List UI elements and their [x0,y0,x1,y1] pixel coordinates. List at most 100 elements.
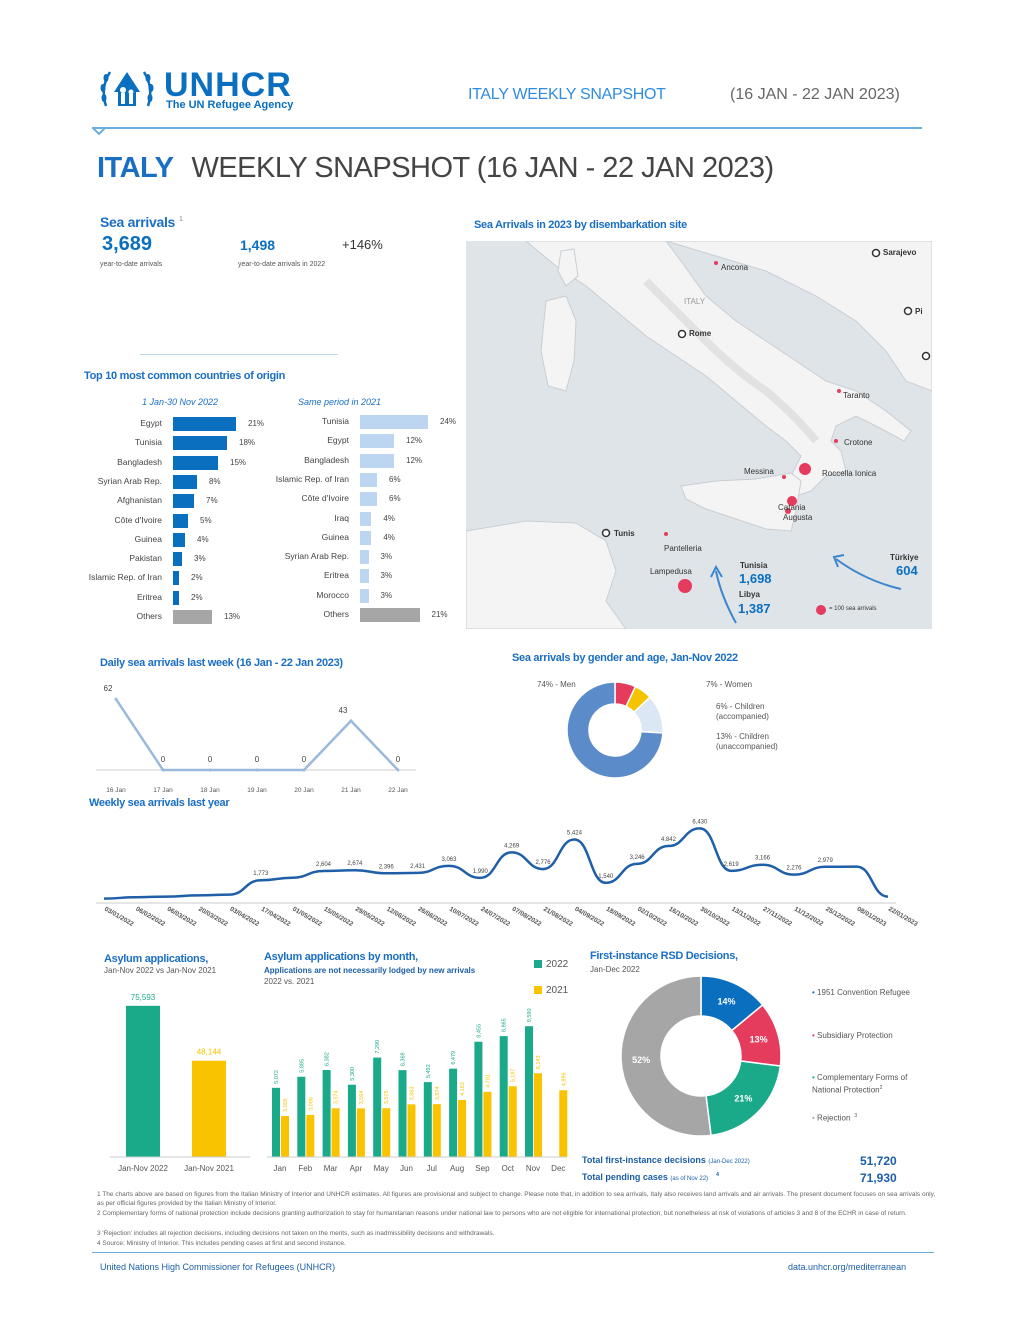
origin-bar-value: 4% [383,532,395,542]
daily-value-label: 0 [396,755,401,764]
header-title: ITALY WEEKLY SNAPSHOT [468,86,666,103]
weekly-x-tick: 07/08/2022 [511,906,543,929]
asylum-month-x-tick: Dec [551,1164,565,1173]
footer-link[interactable]: data.unhcr.org/mediterranean [788,1262,907,1272]
legend-2021: 2021 [534,985,568,996]
asylum-month-subtitle2: 2022 vs. 2021 [264,977,315,986]
rsd-total-decisions-value: 51,720 [860,1154,897,1168]
map-legend-text: = 100 sea arrivals [829,606,877,612]
weekly-point-label: 3,063 [441,857,457,863]
sea-arrivals-2022-label: year-to-date arrivals in 2022 [238,261,326,268]
page-title-country: ITALY [97,152,174,184]
map-label-italy: ITALY [684,297,706,306]
asylum-month-bar [432,1104,441,1157]
rsd-legend-complementary: • Complementary Forms of National Protec… [812,1073,908,1095]
origin-bar-value: 21% [248,419,265,428]
origin-bar-label: Iraq [334,512,349,523]
rsd-donut-chart: 14% 13% 21% 52% [620,975,782,1137]
header-notch [92,127,106,136]
weekly-point-label: 3,166 [755,856,771,862]
gender-donut-chart [566,681,664,779]
origin-bar-value: 2% [191,592,203,602]
header-date-range: (16 JAN - 22 JAN 2023) [730,86,900,103]
origin-bar-label: Others [136,611,162,621]
origin-bar [173,513,188,528]
asylum-month-bar [297,1076,306,1157]
daily-x-tick: 16 Jan [106,787,126,794]
origin-bar-label: Islamic Rep. of Iran [88,572,162,583]
daily-value-label: 0 [302,755,307,764]
map-label-crotone: Crotone [844,438,873,447]
origin-bar [173,417,236,431]
asylum-month-value: 3,575 [384,1090,390,1104]
weekly-x-tick: 10/07/2022 [448,906,480,929]
flow-label-tunisia: Tunisia [740,561,768,570]
flow-value-tunisia: 1,698 [739,571,772,586]
origin-bar-value: 3% [380,590,393,600]
daily-point [349,719,353,723]
asylum-month-value: 6,143 [536,1055,542,1069]
origin-bar [360,472,377,487]
map-label-lampedusa: Lampedusa [650,567,692,576]
asylum-total-bar [126,1005,160,1157]
flow-value-turkiye: 604 [896,563,918,578]
asylum-total-value: 48,144 [197,1048,222,1057]
sea-arrivals-ytd-label: year-to-date arrivals [100,261,163,268]
weekly-x-tick: 03/01/2022 [103,906,135,929]
asylum-month-value: 5,300 [350,1067,356,1081]
page-title: ITALY WEEKLY SNAPSHOT (16 JAN - 22 JAN 20… [97,152,774,185]
weekly-x-tick: 17/04/2022 [260,906,292,929]
weekly-point-label: 2,979 [818,858,834,864]
asylum-month-value: 7,290 [375,1040,381,1054]
weekly-line-chart: 1,773 2,604 2,674 2,396 2,431 3,063 1,990 4,269… [96,819,919,929]
map-label-ancona: Ancona [721,263,749,272]
origin-bar-value: 6% [389,494,401,504]
asylum-month-value: 8,455 [476,1024,482,1038]
asylum-month-value: 4,183 [460,1082,466,1096]
disembarkation-map: Sarajevo Ancona ITALY Rome Pi Taranto Cr… [466,241,932,629]
footer-org: United Nations High Commissioner for Ref… [100,1262,336,1272]
asylum-month-x-tick: Sep [475,1164,490,1173]
weekly-chart-title: Weekly sea arrivals last year [89,797,230,809]
origin-bar [173,552,182,567]
asylum-month-value: 8,865 [502,1018,508,1032]
origin-bar-value: 2% [191,573,203,583]
bubble-augusta [785,508,791,514]
asylum-month-x-tick: Feb [298,1164,312,1173]
daily-x-tick: 20 Jan [294,787,314,794]
asylum-month-bar [559,1090,568,1157]
asylum-month-bar [458,1099,467,1157]
asylum-month-x-tick: Aug [450,1164,464,1173]
asylum-month-x-tick: May [374,1164,389,1173]
origin-bar-label: Tunisia [321,416,349,426]
origin-bar-label: Pakistan [129,553,162,564]
origin-bar-value: 3% [194,554,206,564]
sea-arrivals-ytd-value: 3,689 [102,233,153,255]
asylum-month-bar [382,1108,391,1157]
asylum-month-bar [474,1041,483,1157]
map-label-taranto: Taranto [843,391,870,400]
asylum-month-value: 3,005 [283,1098,289,1112]
bubble-lampedusa [678,579,692,593]
weekly-point-label: 2,604 [316,862,332,868]
origin-bar-value: 18% [239,438,256,448]
map-label-pi: Pi [915,307,923,316]
weekly-x-tick: 11/12/2022 [793,906,825,928]
weekly-x-tick: 18/09/2022 [605,906,637,929]
weekly-point-label: 2,674 [347,861,363,867]
weekly-point-label: 2,276 [786,866,802,872]
asylum-month-bar-chart: 5,072 3,005 Jan 5,885 3,086 Feb 6,382 3,574 Mar 5… [267,1008,568,1173]
origin-bar-value: 24% [440,417,457,426]
map-title: Sea Arrivals in 2023 by disembarkation s… [474,219,687,231]
legend-bubble [816,605,826,615]
asylum-month-bar [331,1108,340,1157]
daily-value-label: 0 [255,755,260,764]
footer-divider [92,1252,934,1253]
weekly-x-tick: 25/12/2022 [824,906,856,929]
asylum-month-x-tick: Jan [274,1164,287,1173]
rsd-total-pending-value: 71,930 [860,1171,897,1185]
asylum-month-value: 3,564 [359,1091,365,1105]
origin-bar-label: Others [323,609,349,619]
daily-value-label: 0 [161,755,166,764]
bubble-roccella [799,463,811,475]
